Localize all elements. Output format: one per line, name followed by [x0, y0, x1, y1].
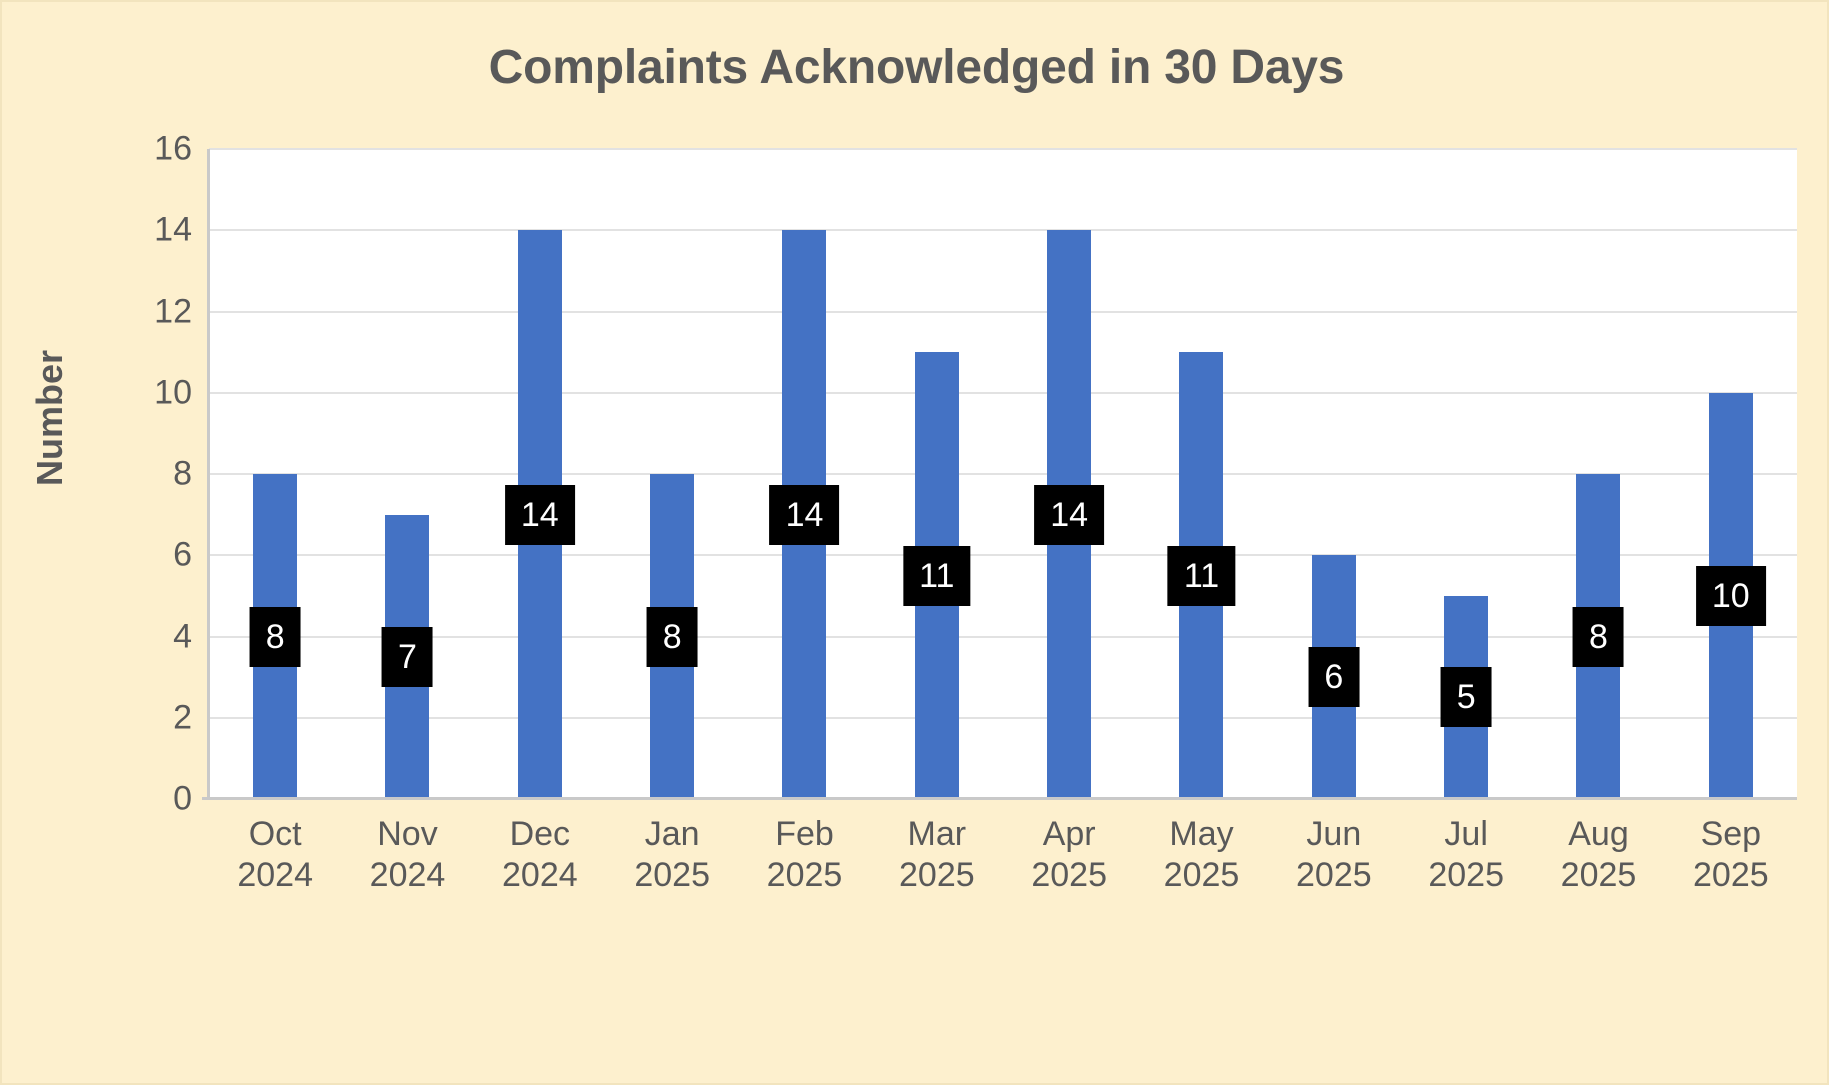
y-axis-tick-label: 10 — [154, 373, 192, 412]
y-axis-line — [207, 149, 210, 800]
x-axis-tick-label: Mar 2025 — [899, 815, 975, 895]
bar-data-label: 8 — [249, 606, 301, 667]
y-axis-tick-label: 16 — [154, 129, 192, 168]
x-axis-tick-label: Apr 2025 — [1031, 815, 1107, 895]
gridline — [209, 310, 1797, 313]
bar-data-label: 5 — [1440, 667, 1492, 728]
bar-data-label: 6 — [1308, 647, 1360, 708]
y-axis-tick-label: 8 — [173, 454, 192, 493]
bar-data-label: 8 — [646, 606, 698, 667]
plot-area: 8 7 14 8 14 11 14 11 6 5 8 10 — [209, 148, 1797, 799]
bar-slot[interactable]: 11 — [871, 149, 1003, 799]
bar-slot[interactable]: 6 — [1268, 149, 1400, 799]
bar-slot[interactable]: 14 — [474, 149, 606, 799]
gridline — [209, 391, 1797, 394]
x-axis-tick-label: Nov 2024 — [369, 815, 446, 895]
bar-slot[interactable]: 8 — [209, 149, 341, 799]
bar-slot[interactable]: 8 — [1532, 149, 1664, 799]
bar-slot[interactable]: 14 — [1003, 149, 1135, 799]
bar-slot[interactable]: 11 — [1135, 149, 1267, 799]
x-axis-tick-label: Oct 2024 — [237, 815, 313, 895]
x-axis-tick-label: Sep 2025 — [1693, 815, 1769, 895]
bar-data-label: 11 — [903, 545, 971, 606]
y-axis-tick-labels: 16 14 12 10 8 6 4 2 0 — [112, 130, 192, 818]
x-axis-tick-label: May 2025 — [1163, 815, 1240, 895]
x-axis-tick-label: Dec 2024 — [502, 815, 578, 895]
x-axis-tick-label: Jan 2025 — [634, 815, 710, 895]
bar-slot[interactable]: 10 — [1665, 149, 1797, 799]
x-axis-tick-label: Jul 2025 — [1428, 815, 1504, 895]
x-axis-tick-label: Aug 2025 — [1560, 815, 1637, 895]
x-axis-line — [202, 797, 1797, 800]
y-axis-tick-label: 6 — [173, 535, 192, 574]
bar-slot[interactable]: 5 — [1400, 149, 1532, 799]
y-axis-tick-label: 4 — [173, 617, 192, 655]
bar-data-label: 14 — [769, 484, 840, 545]
y-axis-title: Number — [29, 349, 70, 487]
bar-data-label: 7 — [382, 626, 433, 687]
y-axis-tick-label: 0 — [173, 779, 192, 818]
bar-data-label: 11 — [1167, 545, 1236, 606]
y-axis-tick-label: 14 — [154, 210, 192, 249]
bar-slot[interactable]: 14 — [738, 149, 870, 799]
gridline — [209, 716, 1797, 719]
bar-data-label: 8 — [1573, 606, 1624, 667]
gridline — [209, 229, 1797, 232]
bar-data-label: 14 — [504, 484, 575, 545]
x-axis-tick-label: Feb 2025 — [766, 815, 843, 895]
gridline — [209, 554, 1797, 557]
gridline — [209, 473, 1797, 475]
gridline — [209, 635, 1797, 638]
bar-slot[interactable]: 8 — [606, 149, 738, 799]
y-axis-tick-label: 2 — [173, 698, 192, 737]
bar-data-label: 14 — [1034, 484, 1105, 545]
bar-slot[interactable]: 7 — [341, 149, 473, 799]
gridline — [209, 148, 1797, 150]
x-axis-tick-label: Jun 2025 — [1296, 815, 1372, 895]
x-axis-tick-labels: Oct 2024 Nov 2024 Dec 2024 Jan 2025 Feb 2025 Mar 20… — [209, 814, 1797, 944]
bar-data-label: 10 — [1695, 565, 1766, 626]
chart-title: Complaints Acknowledged in 30 Days — [488, 41, 1345, 94]
y-axis-tick-label: 12 — [154, 292, 192, 330]
